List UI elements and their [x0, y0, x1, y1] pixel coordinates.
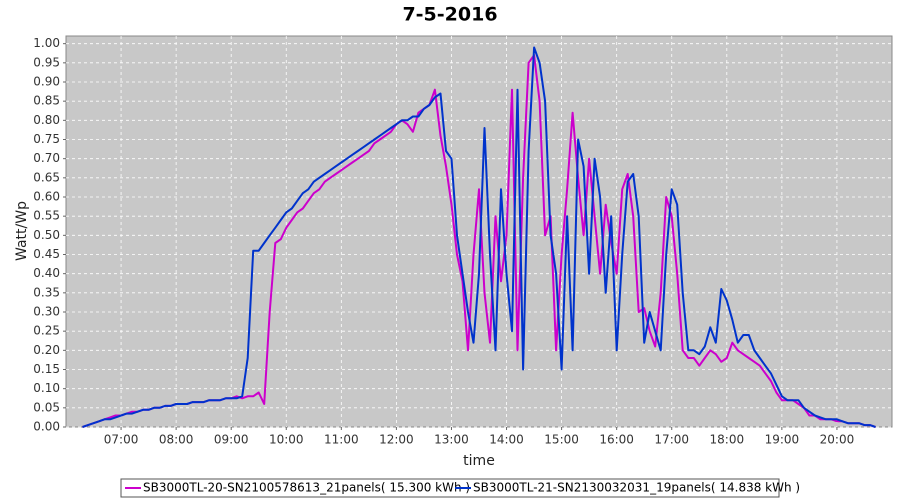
- legend-label: SB3000TL-20-SN2100578613_21panels( 15.30…: [143, 481, 470, 495]
- x-tick-label: 13:00: [434, 433, 469, 447]
- series-line: [82, 46, 876, 428]
- x-tick-label: 20:00: [820, 433, 855, 447]
- legend: [120, 478, 780, 498]
- y-tick-label: 0.65: [33, 170, 60, 184]
- y-tick-label: 0.00: [33, 420, 60, 434]
- y-tick-label: 0.60: [33, 190, 60, 204]
- y-axis-label: Watt/Wp: [14, 201, 30, 261]
- y-tick-label: 0.10: [33, 381, 60, 395]
- y-tick-label: 0.15: [33, 362, 60, 376]
- y-tick-label: 0.70: [33, 151, 60, 165]
- x-tick-label: 18:00: [710, 433, 745, 447]
- y-tick-label: 0.45: [33, 247, 60, 261]
- y-tick-label: 0.20: [33, 343, 60, 357]
- y-tick-label: 0.40: [33, 266, 60, 280]
- legend-label: SB3000TL-21-SN2130032031_19panels( 14.83…: [473, 481, 800, 495]
- x-tick-label: 11:00: [324, 433, 359, 447]
- x-axis-label: time: [463, 453, 495, 469]
- x-tick-label: 12:00: [379, 433, 414, 447]
- x-tick-label: 15:00: [544, 433, 579, 447]
- x-tick-label: 07:00: [104, 433, 139, 447]
- y-tick-label: 0.50: [33, 228, 60, 242]
- x-tick-label: 16:00: [599, 433, 634, 447]
- y-tick-label: 0.80: [33, 113, 60, 127]
- y-tick-label: 0.55: [33, 209, 60, 223]
- y-tick-label: 0.35: [33, 285, 60, 299]
- y-tick-label: 0.75: [33, 132, 60, 146]
- x-tick-label: 10:00: [269, 433, 304, 447]
- x-tick-label: 17:00: [654, 433, 689, 447]
- x-tick-label: 08:00: [159, 433, 194, 447]
- y-tick-label: 0.95: [33, 55, 60, 69]
- x-tick-label: 09:00: [214, 433, 249, 447]
- chart-title: 7-5-2016: [402, 4, 497, 26]
- y-tick-label: 0.90: [33, 75, 60, 89]
- y-tick-label: 0.25: [33, 324, 60, 338]
- x-tick-label: 19:00: [765, 433, 800, 447]
- y-tick-label: 0.05: [33, 400, 60, 414]
- x-tick-label: 14:00: [489, 433, 524, 447]
- y-tick-label: 1.00: [33, 36, 60, 50]
- y-tick-label: 0.85: [33, 94, 60, 108]
- y-tick-label: 0.30: [33, 305, 60, 319]
